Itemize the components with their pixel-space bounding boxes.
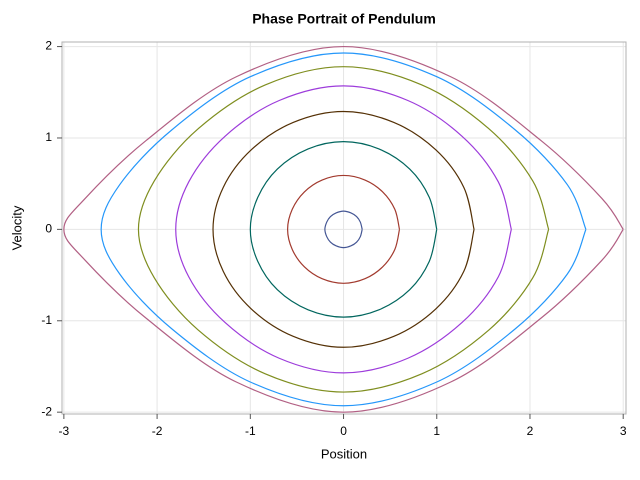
x-tick-label: 0: [340, 424, 347, 438]
chart-title: Phase Portrait of Pendulum: [252, 11, 436, 27]
x-tick-label: -1: [245, 424, 256, 438]
y-tick-label: 0: [45, 222, 52, 236]
x-tick-label: 1: [433, 424, 440, 438]
y-tick-label: 2: [45, 39, 52, 53]
x-axis-label: Position: [321, 446, 367, 461]
plot-area: [63, 45, 624, 413]
y-tick-label: -1: [41, 313, 52, 327]
x-tick-label: 2: [527, 424, 534, 438]
trajectory: [249, 141, 438, 318]
x-tick-label: -2: [152, 424, 163, 438]
x-tick-label: -3: [59, 424, 70, 438]
trajectory: [100, 52, 587, 407]
x-tick-label: 3: [620, 424, 627, 438]
y-axis-label: Velocity: [9, 205, 24, 250]
y-tick-label: 1: [45, 130, 52, 144]
trajectory: [212, 110, 475, 348]
y-tick-label: -2: [41, 404, 52, 418]
trajectory: [286, 174, 401, 284]
trajectory: [175, 85, 512, 374]
trajectory: [324, 210, 363, 249]
trajectory: [137, 66, 550, 393]
trajectory: [63, 45, 624, 413]
